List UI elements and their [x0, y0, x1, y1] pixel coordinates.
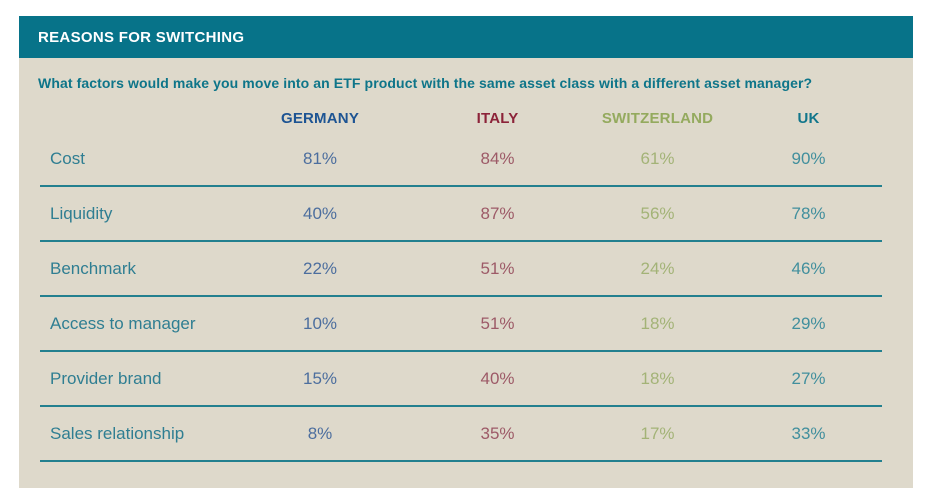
column-header-uk: UK: [797, 109, 820, 127]
value-cell-uk: 46%: [791, 258, 826, 278]
value-cell-italy: 84%: [480, 148, 515, 168]
panel-title-bar: REASONS FOR SWITCHING: [19, 16, 913, 58]
value-cell-italy: 51%: [480, 258, 515, 278]
value-cell-switzerland: 56%: [640, 203, 675, 223]
value-cell-germany: 22%: [302, 258, 338, 278]
value-cell-germany: 81%: [302, 148, 338, 168]
row-label: Cost: [50, 148, 85, 168]
value-cell-germany: 10%: [302, 313, 338, 333]
value-cell-switzerland: 61%: [640, 148, 675, 168]
table-row-benchmark: Benchmark 22% 51% 24% 46%: [40, 242, 882, 297]
column-header-germany: GERMANY: [280, 109, 360, 127]
reasons-for-switching-panel: REASONS FOR SWITCHING What factors would…: [19, 16, 913, 488]
value-cell-switzerland: 24%: [640, 258, 675, 278]
value-cell-switzerland: 18%: [640, 368, 675, 388]
column-header-switzerland: SWITZERLAND: [601, 109, 714, 127]
value-cell-germany: 15%: [302, 368, 338, 388]
value-cell-italy: 35%: [480, 423, 515, 443]
row-label: Access to manager: [50, 313, 196, 333]
row-label: Sales relationship: [50, 423, 185, 443]
table-header-row: GERMANY ITALY SWITZERLAND UK: [40, 104, 882, 132]
value-cell-switzerland: 17%: [640, 423, 675, 443]
table-row-cost: Cost 81% 84% 61% 90%: [40, 132, 882, 187]
panel-title: REASONS FOR SWITCHING: [38, 28, 245, 46]
value-cell-uk: 78%: [791, 203, 826, 223]
table-row-liquidity: Liquidity 40% 87% 56% 78%: [40, 187, 882, 242]
column-header-italy: ITALY: [476, 109, 519, 127]
value-cell-germany: 40%: [302, 203, 338, 223]
value-cell-uk: 33%: [791, 423, 826, 443]
value-cell-uk: 29%: [791, 313, 826, 333]
value-cell-uk: 90%: [791, 148, 826, 168]
row-label: Benchmark: [50, 258, 136, 278]
value-cell-germany: 8%: [307, 423, 333, 443]
value-cell-italy: 40%: [480, 368, 515, 388]
value-cell-switzerland: 18%: [640, 313, 675, 333]
value-cell-italy: 87%: [480, 203, 515, 223]
row-label: Liquidity: [50, 203, 113, 223]
value-cell-uk: 27%: [791, 368, 826, 388]
table-row-provider-brand: Provider brand 15% 40% 18% 27%: [40, 352, 882, 407]
data-table: GERMANY ITALY SWITZERLAND UK Cost 81% 84…: [40, 104, 882, 462]
table-row-sales-relationship: Sales relationship 8% 35% 17% 33%: [40, 407, 882, 462]
row-label: Provider brand: [50, 368, 162, 388]
table-row-access-to-manager: Access to manager 10% 51% 18% 29%: [40, 297, 882, 352]
value-cell-italy: 51%: [480, 313, 515, 333]
survey-question: What factors would make you move into an…: [38, 75, 813, 91]
